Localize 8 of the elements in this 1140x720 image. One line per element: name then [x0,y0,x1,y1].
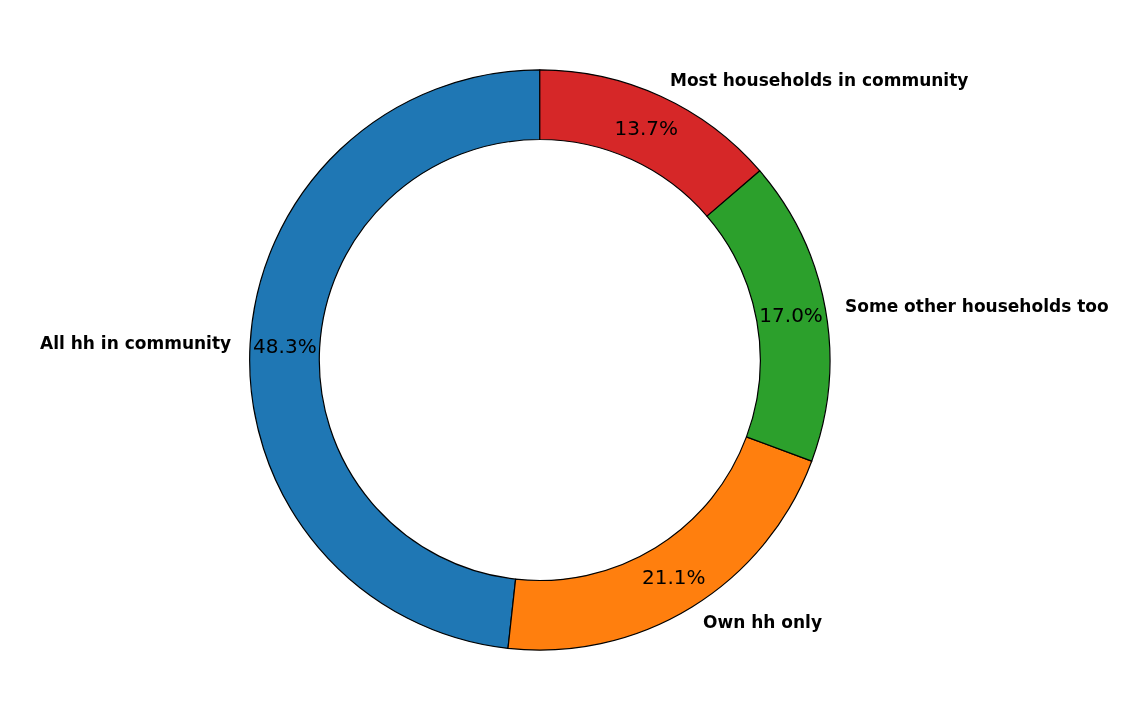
slice-label: Most households in community [670,70,969,90]
slice-label: Some other households too [845,296,1109,316]
data-label: 13.7% [614,115,678,140]
slice-label: Own hh only [703,612,822,632]
data-label: 17.0% [759,302,823,327]
data-label: 21.1% [641,565,706,590]
slice-label: All hh in community [40,333,232,353]
data-label: 48.3% [253,333,317,358]
